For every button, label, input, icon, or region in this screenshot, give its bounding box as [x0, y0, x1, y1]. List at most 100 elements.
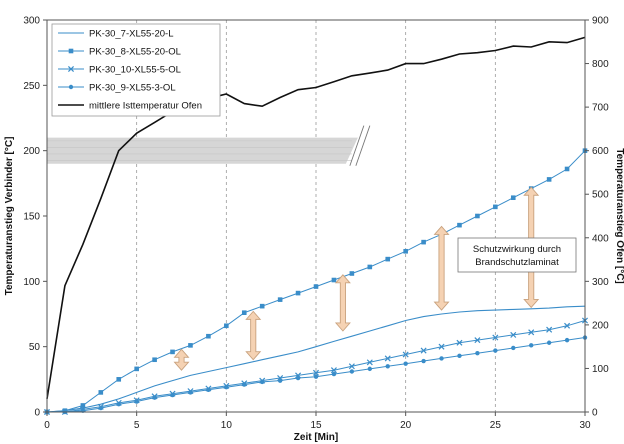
- data-point: [330, 367, 337, 374]
- y-right-tick-label: 600: [592, 146, 609, 157]
- data-point: [367, 366, 372, 372]
- legend-item: PK-30_8-XL55-20-OL: [58, 46, 181, 57]
- y-right-tick-label: 700: [592, 103, 609, 114]
- x-tick-label: 15: [310, 420, 322, 431]
- data-point: [457, 222, 462, 228]
- data-point: [439, 356, 444, 361]
- data-point: [493, 348, 498, 353]
- data-point: [152, 395, 157, 400]
- data-point: [331, 371, 337, 377]
- annotation-box: Schutzwirkung durch Brandschutzlaminat: [457, 237, 577, 273]
- data-point: [367, 264, 373, 270]
- data-point: [242, 382, 247, 387]
- y-right-tick-label: 900: [592, 16, 609, 27]
- data-point: [546, 177, 552, 182]
- data-point: [206, 387, 211, 392]
- data-point: [277, 297, 283, 302]
- legend-item: PK-30_10-XL55-5-OL: [58, 64, 181, 75]
- data-point: [170, 349, 175, 355]
- x-axis-title: Zeit [Min]: [294, 432, 338, 443]
- legend-label: PK-30_10-XL55-5-OL: [89, 64, 181, 75]
- data-point: [260, 379, 265, 385]
- double-arrow: [334, 274, 351, 332]
- double-arrow: [433, 225, 450, 311]
- data-point: [421, 239, 426, 245]
- data-point: [116, 401, 121, 407]
- data-point: [152, 357, 157, 363]
- data-point: [349, 369, 355, 374]
- data-point: [331, 277, 337, 283]
- y-axis-left-title: Temperaturanstieg Verbinder [°C]: [4, 137, 15, 296]
- tick-label-layer: 0 5 10 15 20 25 300501001502002503000100200300…: [23, 16, 609, 432]
- data-point: [493, 204, 498, 210]
- data-point: [188, 390, 193, 395]
- data-point: [80, 403, 86, 408]
- data-point: [564, 337, 570, 343]
- data-point: [403, 361, 408, 366]
- y-left-tick-label: 200: [23, 146, 40, 157]
- data-point: [564, 322, 571, 329]
- x-tick-label: 5: [134, 420, 140, 431]
- data-point: [420, 347, 427, 354]
- data-point: [241, 310, 247, 315]
- axis-break-mark: [349, 125, 365, 166]
- y-left-tick-label: 50: [29, 342, 41, 353]
- y-right-tick-label: 200: [592, 320, 609, 331]
- legend-label: PK-30_9-XL55-3-OL: [89, 82, 176, 93]
- series-layer: [43, 36, 589, 416]
- data-point: [277, 378, 283, 383]
- data-point: [259, 303, 265, 309]
- y-axis-right-title: Temperaturanstieg Ofen [°C]: [614, 148, 624, 284]
- annotation-box-frame: [457, 237, 577, 273]
- data-point: [384, 355, 391, 362]
- data-point: [134, 366, 139, 372]
- data-point: [475, 213, 480, 219]
- y-right-tick-label: 400: [592, 233, 609, 244]
- x-tick-label: 0: [44, 420, 50, 431]
- gray-band: [47, 137, 358, 164]
- data-point: [295, 290, 301, 296]
- y-right-tick-label: 300: [592, 277, 609, 288]
- data-point: [529, 343, 534, 348]
- data-point: [492, 334, 499, 341]
- data-point: [134, 399, 139, 404]
- data-point: [510, 195, 516, 201]
- data-point: [457, 353, 462, 359]
- y-left-tick-label: 250: [23, 81, 40, 92]
- data-point: [313, 284, 319, 289]
- legend-label: mittlere Isttemperatur Ofen: [89, 100, 202, 111]
- y-left-tick-label: 300: [23, 16, 40, 27]
- data-point: [206, 333, 211, 339]
- data-point: [510, 331, 517, 338]
- legend-item: PK-30_7-XL55-20-L: [58, 28, 174, 39]
- data-point: [295, 375, 301, 381]
- data-point: [403, 248, 408, 254]
- double-arrow: [173, 348, 190, 371]
- y-right-tick-label: 800: [592, 59, 609, 70]
- x-tick-label: 20: [400, 420, 412, 431]
- data-point: [188, 343, 193, 348]
- data-point: [511, 345, 516, 351]
- data-point: [170, 392, 175, 398]
- x-tick-label: 25: [490, 420, 502, 431]
- double-arrow: [245, 310, 262, 361]
- x-tick-label: 30: [579, 420, 591, 431]
- data-point: [564, 166, 570, 172]
- data-point: [421, 358, 426, 364]
- data-point: [474, 337, 481, 344]
- data-point: [385, 256, 391, 262]
- legend-label: PK-30_8-XL55-20-OL: [89, 46, 181, 57]
- data-point: [312, 369, 320, 376]
- data-point: [456, 339, 463, 346]
- data-point: [528, 329, 535, 336]
- data-point: [402, 351, 409, 358]
- series-line: [46, 36, 586, 400]
- series-line: [46, 305, 586, 413]
- series-4: [46, 36, 586, 400]
- y-left-tick-label: 150: [23, 212, 40, 223]
- series-0: [46, 305, 586, 413]
- legend-item: PK-30_9-XL55-3-OL: [58, 82, 176, 93]
- y-left-tick-label: 100: [23, 277, 40, 288]
- data-point: [98, 390, 104, 395]
